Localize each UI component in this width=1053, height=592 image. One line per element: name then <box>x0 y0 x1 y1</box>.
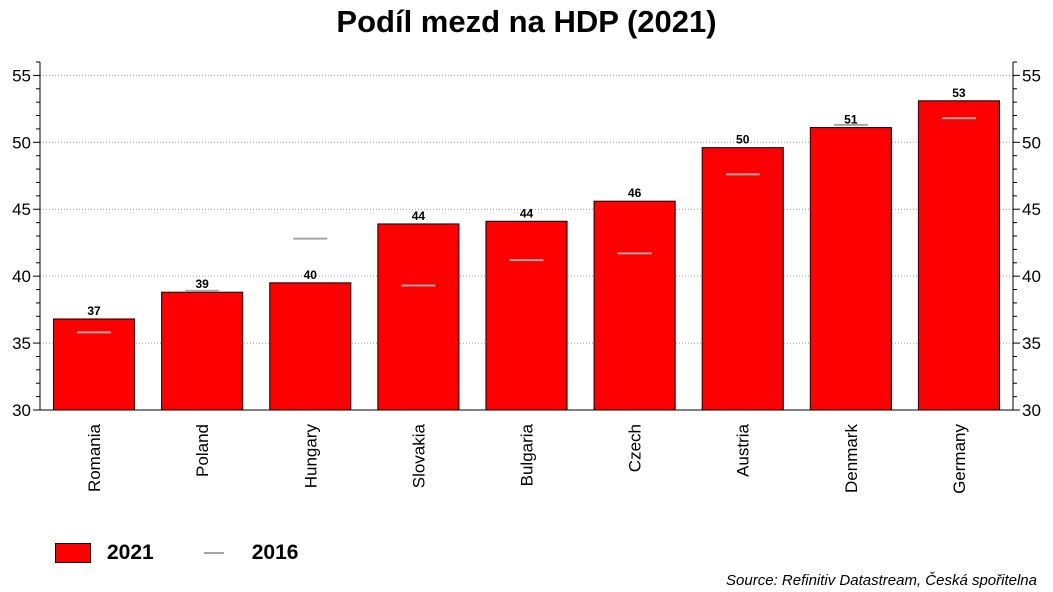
x-tick-label: Slovakia <box>409 423 428 488</box>
legend-swatch-2021 <box>55 543 91 563</box>
x-tick-label: Bulgaria <box>518 423 537 486</box>
bar-2021 <box>485 220 568 411</box>
x-tick-label: Hungary <box>301 424 320 489</box>
bar-value-label: 50 <box>736 133 750 147</box>
legend: 2021 2016 <box>55 540 298 566</box>
bar-chart: 30 30 35 35 40 40 45 45 50 50 55 55 37 Romania 39 Polan… <box>12 61 1041 494</box>
x-tick-label: Poland <box>193 424 212 477</box>
x-tick-label: Austria <box>734 423 753 476</box>
legend-label-2021: 2021 <box>107 541 154 564</box>
y-tick-label-left: 50 <box>12 133 31 152</box>
y-tick-label-right: 40 <box>1022 267 1041 286</box>
bar-value-label: 37 <box>87 304 101 318</box>
bar-2021 <box>593 200 676 411</box>
bar-2021 <box>377 223 460 411</box>
y-tick-label-right: 50 <box>1022 133 1041 152</box>
bar-value-label: 53 <box>952 86 966 100</box>
bar-2021 <box>53 318 136 411</box>
y-tick-label-left: 30 <box>12 401 31 420</box>
y-tick-label-left: 35 <box>12 334 31 353</box>
x-tick-label: Romania <box>85 423 104 492</box>
chart-title: Podíl mezd na HDP (2021) <box>336 4 717 39</box>
bar-2021 <box>701 147 784 411</box>
x-tick-label: Czech <box>626 424 645 472</box>
bar-2021 <box>809 127 892 411</box>
legend-label-2016: 2016 <box>251 541 299 564</box>
y-tick-label-right: 45 <box>1022 200 1041 219</box>
bar-value-label: 44 <box>412 209 426 223</box>
bar-2021 <box>269 282 352 411</box>
bar-value-label: 46 <box>628 186 642 200</box>
bar-2021 <box>161 291 244 411</box>
y-tick-label-right: 35 <box>1022 334 1041 353</box>
bar-value-label: 40 <box>304 268 318 282</box>
source-note: Source: Refinitiv Datastream, Česká spoř… <box>726 572 1037 589</box>
x-tick-label: Germany <box>950 424 969 494</box>
y-tick-label-right: 55 <box>1022 66 1041 85</box>
bar-value-label: 39 <box>195 277 209 291</box>
bar-2021 <box>917 100 1000 411</box>
y-tick-label-left: 55 <box>12 66 31 85</box>
bar-value-label: 44 <box>520 206 534 220</box>
bar-value-label: 51 <box>844 113 858 127</box>
y-tick-label-right: 30 <box>1022 401 1041 420</box>
y-tick-label-left: 45 <box>12 200 31 219</box>
legend-swatch-2016 <box>203 552 224 554</box>
y-tick-label-left: 40 <box>12 267 31 286</box>
x-tick-label: Denmark <box>842 424 861 493</box>
